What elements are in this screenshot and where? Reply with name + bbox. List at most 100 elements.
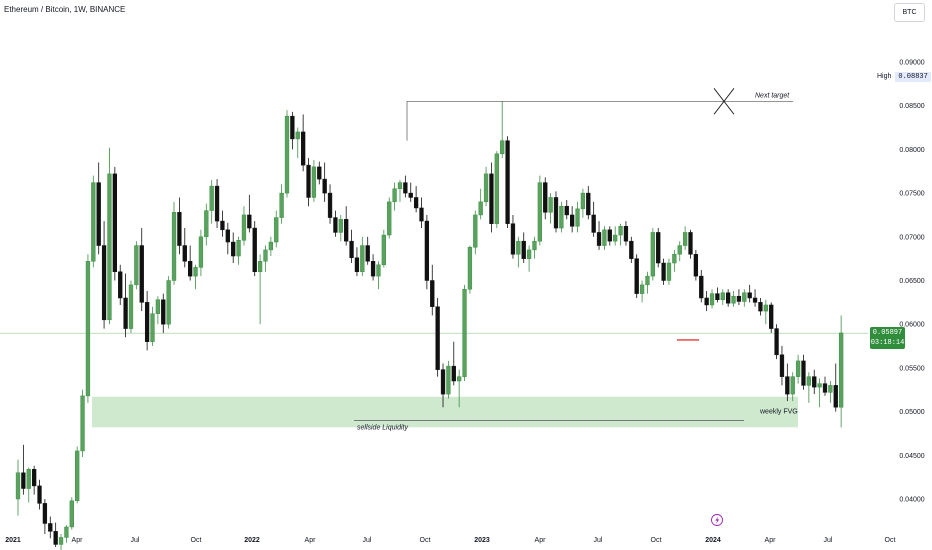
candle (69, 497, 74, 530)
candle (91, 175, 96, 268)
candle-body (645, 275, 650, 286)
candle-body (634, 258, 639, 294)
candle-body (161, 299, 166, 325)
candle-body (731, 295, 736, 304)
candle-body (591, 214, 596, 233)
candle (128, 280, 134, 333)
lightning-glyph (715, 516, 720, 524)
candle-body (682, 232, 688, 246)
target-cross-icon (713, 88, 735, 115)
candle-body (639, 284, 645, 294)
candle (720, 289, 725, 305)
candle-body (704, 297, 709, 306)
candle (790, 372, 795, 402)
candle-body (521, 240, 526, 259)
candle-body (489, 173, 494, 224)
candle (510, 214, 516, 259)
candle-body (53, 531, 58, 545)
candle (785, 363, 790, 402)
candle-body (80, 395, 85, 452)
candle (526, 245, 532, 272)
candle (209, 179, 214, 224)
candle-body (473, 214, 478, 248)
candle-body (532, 240, 537, 251)
candle (424, 214, 430, 290)
candle (37, 479, 42, 510)
x-axis: 2021 Apr Jul Oct 2022 Apr Jul Oct 2023 Apr Jul Oct 2… (5, 537, 895, 544)
candle-body (370, 261, 376, 277)
currency-button[interactable]: BTC (894, 3, 925, 22)
candle (473, 210, 478, 255)
candle (257, 254, 263, 325)
candle (311, 159, 317, 202)
candle-body (198, 236, 204, 268)
candle (688, 229, 693, 259)
candle (397, 179, 403, 202)
candle-body (387, 201, 392, 236)
candle (408, 182, 413, 202)
candle-body (526, 249, 532, 259)
candle (247, 194, 252, 233)
candle (338, 214, 343, 242)
candle (596, 221, 602, 250)
candle (214, 179, 220, 229)
lightning-event-icon[interactable] (711, 514, 723, 526)
candle (177, 197, 182, 255)
candle (430, 264, 435, 316)
candle-body (752, 297, 758, 303)
candle-body (134, 245, 139, 286)
candle-body (795, 360, 801, 377)
high-price-label: High 0.08837 (877, 72, 931, 82)
candle-body (779, 354, 785, 377)
candle-body (64, 526, 69, 538)
candle (370, 254, 376, 281)
candle (742, 289, 747, 307)
candle-body (822, 383, 828, 393)
candle-body (85, 261, 91, 397)
candle-body (408, 192, 413, 198)
candle-body (354, 257, 360, 273)
candle (166, 276, 171, 329)
candle (752, 289, 758, 307)
weekly-fvg-label: weekly FVG (759, 409, 798, 416)
candle-body (451, 365, 456, 382)
candle (699, 270, 704, 303)
candle (252, 221, 257, 277)
candle-body (413, 197, 419, 209)
y-tick-label: 0.08000 (899, 147, 924, 154)
candle-body (430, 280, 435, 307)
candle (693, 249, 699, 281)
candle (812, 369, 817, 395)
candle-body (467, 247, 473, 290)
candle (322, 162, 327, 202)
candle-body (613, 234, 618, 242)
candle-body (188, 261, 193, 277)
candle-body (241, 214, 247, 241)
candle-body (817, 383, 822, 388)
candle-body (790, 376, 795, 395)
weekly-fvg-zone (92, 396, 798, 428)
candle-body (349, 240, 354, 259)
x-tick-label: Jul (594, 537, 603, 544)
candle (591, 201, 596, 237)
candle-body (360, 245, 365, 273)
candle-body (586, 192, 591, 216)
candle-body (144, 302, 150, 342)
candle (795, 354, 801, 384)
candle (758, 297, 763, 316)
candle (440, 363, 446, 408)
candle-body (58, 537, 64, 545)
candle (709, 289, 715, 309)
candle-body (677, 245, 682, 255)
candle (639, 280, 645, 303)
candle (763, 299, 768, 325)
candle-body (300, 131, 306, 166)
candle-body (392, 188, 397, 203)
candle-body (317, 166, 322, 180)
candle (198, 229, 204, 277)
candle (559, 201, 564, 233)
candle (42, 499, 48, 534)
candle-body (381, 234, 386, 266)
candle (413, 186, 419, 213)
